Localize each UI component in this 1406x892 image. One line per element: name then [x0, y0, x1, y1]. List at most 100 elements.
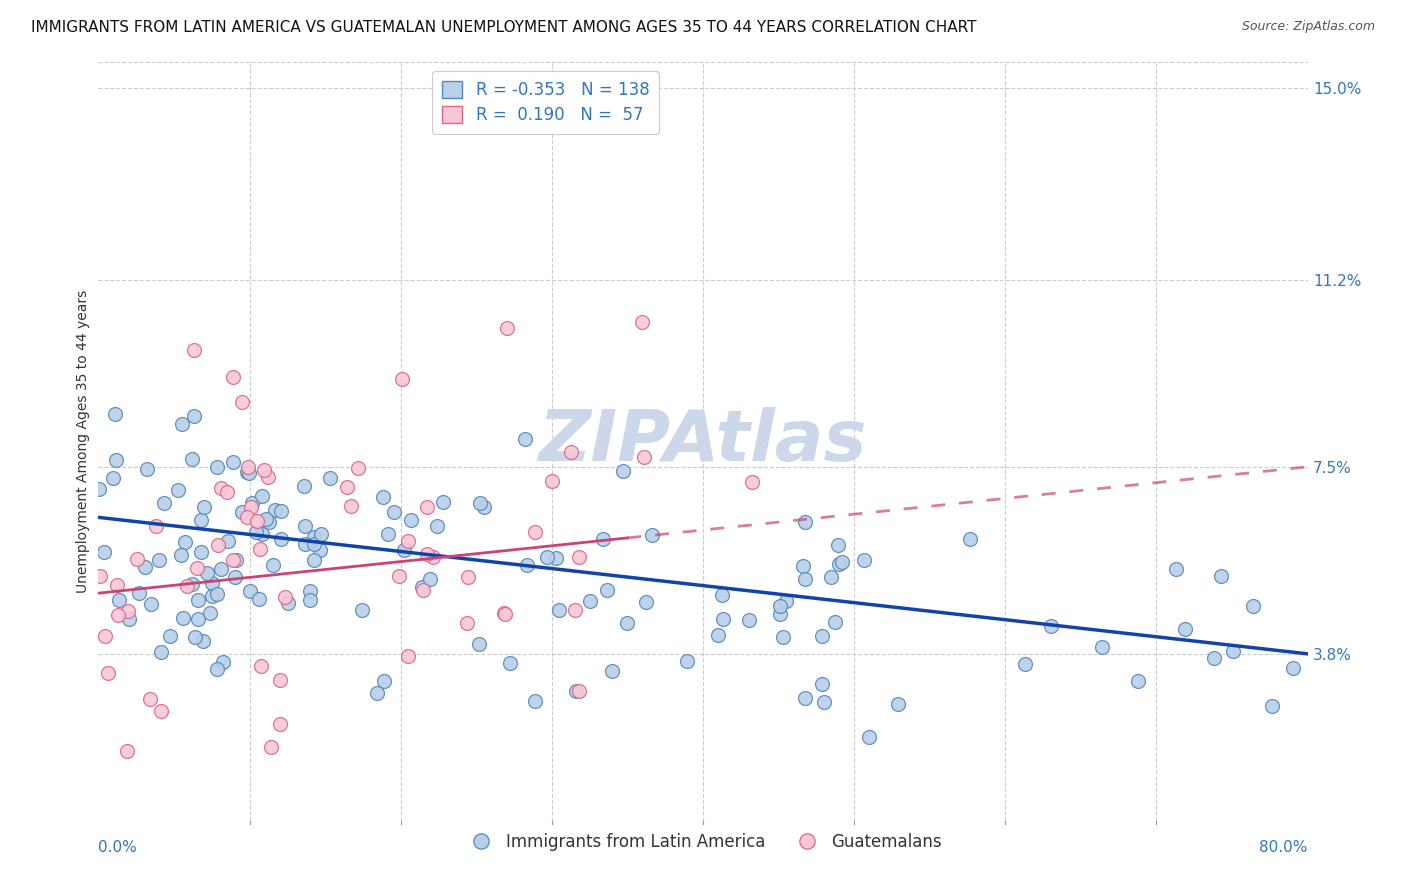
Point: [108, 593, 131, 607]
Point: [827, 538, 849, 552]
Point: [467, 637, 489, 651]
Point: [813, 695, 835, 709]
Legend: Immigrants from Latin America, Guatemalans: Immigrants from Latin America, Guatemala…: [457, 827, 949, 858]
Point: [396, 533, 419, 548]
Point: [1209, 569, 1232, 583]
Point: [377, 527, 399, 541]
Point: [1014, 657, 1036, 672]
Point: [277, 595, 299, 609]
Point: [299, 593, 322, 607]
Point: [190, 544, 212, 558]
Point: [94, 628, 117, 642]
Point: [612, 464, 634, 478]
Point: [245, 525, 267, 540]
Point: [302, 553, 325, 567]
Point: [592, 533, 614, 547]
Point: [1090, 640, 1112, 654]
Point: [422, 549, 444, 564]
Point: [824, 615, 846, 629]
Point: [236, 465, 259, 479]
Point: [246, 514, 269, 528]
Point: [87, 482, 110, 496]
Point: [236, 510, 259, 524]
Point: [97, 665, 120, 680]
Point: [1039, 619, 1062, 633]
Point: [93, 545, 115, 559]
Point: [568, 683, 591, 698]
Point: [391, 372, 413, 386]
Point: [578, 594, 600, 608]
Point: [775, 594, 797, 608]
Point: [217, 533, 239, 548]
Point: [207, 587, 229, 601]
Point: [260, 740, 283, 755]
Point: [264, 503, 287, 517]
Point: [107, 607, 129, 622]
Point: [616, 616, 638, 631]
Point: [396, 648, 419, 663]
Point: [1241, 599, 1264, 614]
Point: [340, 499, 363, 513]
Point: [432, 495, 454, 509]
Point: [828, 558, 851, 572]
Point: [184, 630, 207, 644]
Point: [135, 462, 157, 476]
Point: [215, 484, 238, 499]
Point: [201, 589, 224, 603]
Point: [256, 512, 278, 526]
Text: ZIPAtlas: ZIPAtlas: [538, 407, 868, 476]
Point: [547, 603, 569, 617]
Point: [270, 504, 292, 518]
Point: [412, 582, 434, 597]
Point: [1261, 698, 1284, 713]
Point: [388, 568, 411, 582]
Point: [257, 515, 280, 529]
Point: [472, 500, 495, 515]
Point: [560, 444, 582, 458]
Point: [959, 532, 981, 546]
Point: [515, 432, 537, 446]
Point: [190, 513, 212, 527]
Point: [382, 505, 405, 519]
Point: [128, 586, 150, 600]
Text: 80.0%: 80.0%: [1260, 839, 1308, 855]
Point: [231, 505, 253, 519]
Point: [641, 528, 664, 542]
Point: [252, 526, 274, 541]
Point: [468, 496, 491, 510]
Point: [104, 408, 127, 422]
Point: [150, 645, 173, 659]
Point: [207, 538, 229, 552]
Point: [249, 658, 271, 673]
Point: [309, 527, 332, 541]
Point: [134, 560, 156, 574]
Point: [172, 611, 194, 625]
Point: [1281, 661, 1303, 675]
Point: [394, 542, 416, 557]
Point: [565, 683, 588, 698]
Point: [231, 395, 253, 409]
Point: [494, 607, 516, 622]
Point: [1126, 673, 1149, 688]
Point: [820, 570, 842, 584]
Point: [630, 315, 652, 329]
Point: [793, 690, 815, 705]
Point: [292, 479, 315, 493]
Point: [524, 694, 547, 708]
Point: [294, 519, 316, 533]
Point: [1174, 622, 1197, 636]
Point: [371, 490, 394, 504]
Point: [269, 673, 291, 688]
Point: [831, 555, 853, 569]
Point: [139, 597, 162, 611]
Point: [298, 584, 321, 599]
Point: [564, 603, 586, 617]
Point: [676, 654, 699, 668]
Point: [811, 677, 834, 691]
Point: [181, 576, 204, 591]
Point: [238, 459, 260, 474]
Point: [499, 656, 522, 670]
Point: [172, 417, 194, 431]
Point: [205, 662, 228, 676]
Point: [201, 575, 224, 590]
